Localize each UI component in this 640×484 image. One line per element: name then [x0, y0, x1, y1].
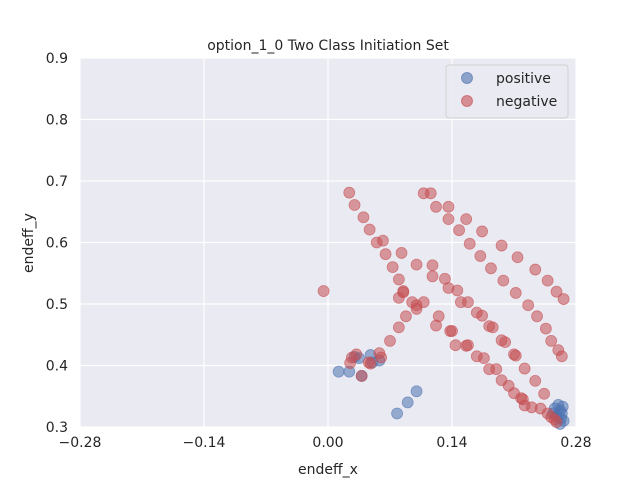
data-point-negative: [545, 334, 558, 347]
x-tick-label: 0.00: [312, 435, 343, 451]
data-point-negative: [397, 286, 410, 299]
y-tick-labels: 0.3 0.4 0.5 0.6 0.7 0.8 0.9: [46, 51, 68, 436]
data-point-negative: [531, 310, 543, 323]
x-tick-label: 0.28: [560, 435, 591, 451]
data-point-negative: [463, 237, 476, 250]
data-point-negative: [442, 213, 455, 226]
legend-marker-negative: [461, 95, 473, 107]
data-point-negative: [529, 374, 542, 387]
data-point-negative: [499, 336, 512, 349]
data-point-negative: [541, 274, 554, 287]
data-point-negative: [410, 303, 423, 315]
data-point-negative: [509, 349, 522, 362]
data-point-negative: [400, 310, 412, 323]
x-tick-label: 0.14: [436, 435, 467, 451]
data-point-negative: [375, 351, 388, 364]
data-point-negative: [522, 299, 535, 312]
data-point-negative: [490, 363, 503, 376]
y-tick-label: 0.6: [46, 236, 68, 252]
data-point-negative: [462, 339, 474, 352]
x-tick-label: −0.14: [183, 435, 226, 451]
data-point-positive: [410, 385, 423, 398]
data-point-positive: [401, 396, 414, 409]
data-point-negative: [362, 356, 375, 369]
data-point-negative: [497, 274, 510, 287]
data-point-positive: [332, 365, 345, 378]
data-point-negative: [477, 352, 490, 365]
data-point-negative: [343, 186, 356, 199]
data-point-negative: [395, 247, 408, 259]
legend-marker-positive: [461, 72, 473, 84]
grid-lines: [79, 57, 577, 428]
y-tick-label: 0.3: [46, 420, 68, 436]
data-point-negative: [550, 416, 563, 428]
data-point-negative: [511, 251, 524, 264]
x-tick-label: −0.28: [59, 435, 102, 451]
data-point-negative: [426, 259, 439, 272]
x-axis-label: endeff_x: [298, 462, 358, 478]
data-point-negative: [430, 200, 442, 213]
y-tick-label: 0.8: [46, 113, 68, 129]
data-point-negative: [453, 224, 465, 237]
data-point-negative: [485, 262, 497, 275]
y-tick-label: 0.9: [46, 51, 68, 67]
data-point-negative: [317, 285, 330, 297]
y-tick-label: 0.7: [46, 174, 68, 190]
data-point-negative: [363, 223, 376, 236]
data-point-negative: [486, 321, 499, 334]
data-point-negative: [509, 287, 522, 299]
data-point-negative: [357, 211, 370, 224]
data-point-negative: [424, 187, 437, 200]
data-point-negative: [515, 392, 527, 404]
data-point-negative: [442, 200, 455, 213]
legend-box: [445, 64, 569, 119]
data-point-negative: [539, 322, 552, 335]
data-point-negative: [449, 339, 462, 352]
data-point-negative: [460, 213, 473, 226]
data-point-negative: [392, 273, 405, 286]
data-point-negative: [348, 199, 361, 211]
y-tick-label: 0.5: [46, 297, 68, 313]
data-point-negative: [474, 250, 487, 262]
data-point-negative: [538, 387, 551, 400]
data-point-negative: [550, 285, 563, 298]
data-points: [317, 186, 570, 430]
data-point-negative: [410, 258, 423, 271]
legend-label-positive: positive: [496, 71, 551, 87]
data-point-negative: [379, 248, 392, 261]
data-point-negative: [355, 370, 368, 382]
data-point-negative: [426, 270, 439, 283]
y-tick-label: 0.4: [46, 359, 68, 375]
data-point-positive: [391, 407, 403, 420]
chart-title: option_1_0 Two Class Initiation Set: [207, 38, 449, 54]
y-axis-label: endeff_y: [21, 213, 37, 273]
data-point-negative: [392, 321, 405, 334]
data-point-negative: [386, 261, 399, 274]
data-point-negative: [446, 325, 458, 337]
data-point-negative: [476, 309, 489, 322]
data-point-negative: [462, 296, 474, 309]
data-point-negative: [350, 348, 363, 361]
data-point-negative: [476, 225, 489, 238]
legend: positive negative: [445, 64, 569, 119]
data-point-negative: [377, 234, 389, 247]
data-point-negative: [557, 293, 570, 305]
data-point-negative: [529, 263, 542, 276]
legend-label-negative: negative: [496, 94, 557, 110]
data-point-negative: [384, 334, 396, 347]
data-point-negative: [451, 284, 464, 297]
data-point-negative: [417, 296, 430, 309]
data-point-positive: [556, 400, 569, 413]
data-point-negative: [432, 310, 445, 323]
data-point-negative: [495, 239, 508, 252]
x-tick-labels: −0.28 −0.14 0.00 0.14 0.28: [59, 435, 592, 451]
data-point-negative: [518, 362, 531, 375]
data-point-negative: [555, 350, 568, 363]
